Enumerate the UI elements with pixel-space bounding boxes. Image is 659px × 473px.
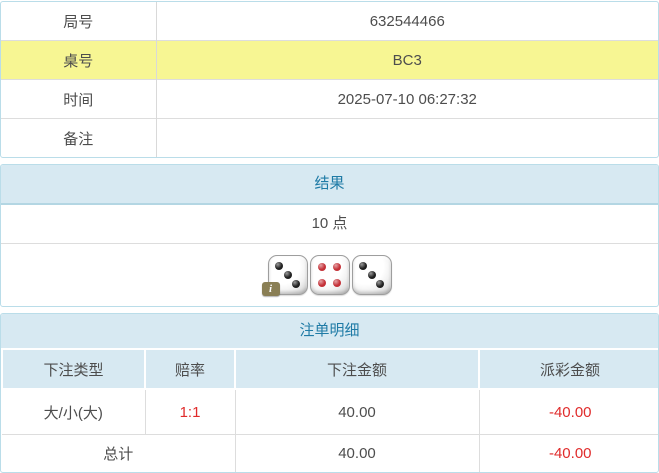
- total-label-cell: 总计: [2, 434, 235, 472]
- col-header-odds: 赔率: [144, 348, 236, 390]
- col-header-bet-amount: 下注金额: [234, 348, 480, 390]
- bet-amount-cell: 40.00: [234, 388, 479, 435]
- round-id-value: 632544466: [369, 12, 445, 30]
- result-header: 结果: [1, 165, 658, 205]
- total-bet-amount-cell: 40.00: [234, 434, 479, 472]
- col-header-bet-type: 下注类型: [1, 348, 146, 390]
- table-id-value: BC3: [156, 40, 658, 80]
- remark-label: 备注: [1, 118, 157, 157]
- bet-type-cell: 大/小(大): [2, 388, 145, 435]
- game-info-table: 局号 632544466 桌号 BC3 时间 2025-07-10 06:27:…: [1, 2, 658, 157]
- table-row-round-id: 局号 632544466: [1, 2, 658, 41]
- bet-details-header: 注单明细: [1, 314, 658, 348]
- table-row-time: 时间 2025-07-10 06:27:32: [1, 79, 658, 119]
- total-row: 总计 40.00 -40.00: [2, 434, 658, 472]
- die-pip: [376, 279, 385, 288]
- time-value: 2025-07-10 06:27:32: [156, 79, 658, 119]
- die-pip: [333, 278, 342, 287]
- die-3: [351, 255, 392, 295]
- info-badge-icon[interactable]: i: [261, 282, 280, 296]
- die-pip: [274, 262, 283, 271]
- game-info-card: 局号 632544466 桌号 BC3 时间 2025-07-10 06:27:…: [0, 1, 659, 158]
- bet-details-section: 注单明细 下注类型 赔率 下注金额 派彩金额 大/小(大) 1:1 40.00 …: [0, 313, 659, 473]
- bet-details-table: 下注类型 赔率 下注金额 派彩金额 大/小(大) 1:1 40.00 -40.0…: [1, 348, 658, 472]
- table-row-remark: 备注: [1, 118, 658, 157]
- result-section: 结果 10 点 i: [0, 164, 659, 307]
- die-pip: [367, 271, 376, 279]
- die-pip: [333, 263, 342, 272]
- time-label: 时间: [1, 79, 157, 119]
- payout-cell: -40.00: [478, 388, 658, 435]
- die-4: [309, 255, 350, 295]
- die-3: i: [261, 255, 308, 296]
- table-row-table-id: 桌号 BC3: [1, 40, 658, 80]
- die-pip: [283, 271, 292, 279]
- remark-value: [156, 118, 658, 157]
- round-id-label: 局号: [1, 2, 157, 41]
- table-id-label: 桌号: [1, 40, 157, 80]
- col-header-payout: 派彩金额: [478, 348, 658, 390]
- die-pip: [292, 279, 301, 288]
- result-points: 10 点: [1, 205, 658, 244]
- total-payout-cell: -40.00: [478, 434, 658, 472]
- bet-row: 大/小(大) 1:1 40.00 -40.00: [2, 388, 658, 435]
- die-pip: [358, 262, 367, 271]
- odds-cell: 1:1: [144, 388, 235, 435]
- die-pip: [317, 263, 326, 272]
- die-pip: [317, 278, 326, 287]
- bet-table-header-row: 下注类型 赔率 下注金额 派彩金额: [1, 348, 658, 390]
- dice-row: i: [1, 244, 658, 306]
